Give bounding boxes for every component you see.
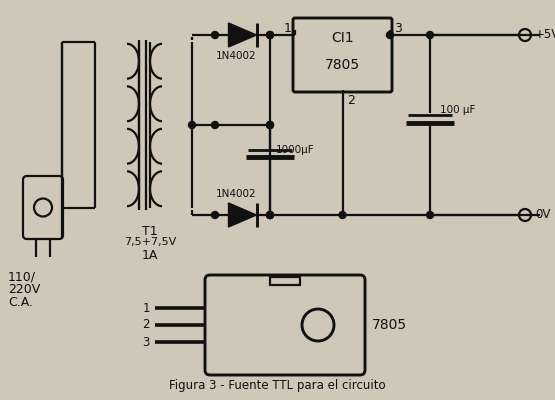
Text: CI1: CI1 bbox=[331, 31, 354, 45]
Circle shape bbox=[426, 212, 433, 218]
Circle shape bbox=[211, 32, 219, 38]
Circle shape bbox=[266, 122, 274, 128]
Text: 3: 3 bbox=[143, 336, 150, 348]
Circle shape bbox=[426, 32, 433, 38]
Text: C.A.: C.A. bbox=[8, 296, 33, 309]
Circle shape bbox=[211, 122, 219, 128]
Text: 110/: 110/ bbox=[8, 270, 36, 283]
Text: 2: 2 bbox=[143, 318, 150, 332]
Circle shape bbox=[211, 212, 219, 218]
Circle shape bbox=[266, 212, 274, 218]
Bar bbox=[270, 277, 300, 285]
Text: 7805: 7805 bbox=[325, 58, 360, 72]
Text: 7805: 7805 bbox=[372, 318, 407, 332]
Text: 1000μF: 1000μF bbox=[276, 145, 315, 155]
Text: 1: 1 bbox=[284, 22, 292, 34]
Circle shape bbox=[266, 212, 274, 218]
Text: 2: 2 bbox=[347, 94, 355, 107]
Text: 220V: 220V bbox=[8, 283, 41, 296]
Circle shape bbox=[266, 32, 274, 38]
Circle shape bbox=[189, 122, 195, 128]
Text: 0V: 0V bbox=[535, 208, 551, 222]
Text: 100 μF: 100 μF bbox=[440, 105, 476, 115]
Circle shape bbox=[266, 212, 274, 218]
Text: 3: 3 bbox=[394, 22, 402, 34]
Circle shape bbox=[386, 32, 393, 38]
Text: 1: 1 bbox=[143, 302, 150, 314]
Polygon shape bbox=[229, 23, 256, 47]
Text: 7,5+7,5V: 7,5+7,5V bbox=[124, 237, 176, 247]
Circle shape bbox=[266, 122, 274, 128]
Text: T1: T1 bbox=[142, 225, 158, 238]
Text: 1N4002: 1N4002 bbox=[216, 189, 256, 199]
Circle shape bbox=[266, 32, 274, 38]
Text: 1N4002: 1N4002 bbox=[216, 51, 256, 61]
Text: Figura 3 - Fuente TTL para el circuito: Figura 3 - Fuente TTL para el circuito bbox=[169, 379, 386, 392]
Text: +5V: +5V bbox=[535, 28, 555, 42]
Text: 1A: 1A bbox=[142, 249, 158, 262]
Polygon shape bbox=[229, 203, 256, 227]
Circle shape bbox=[339, 212, 346, 218]
